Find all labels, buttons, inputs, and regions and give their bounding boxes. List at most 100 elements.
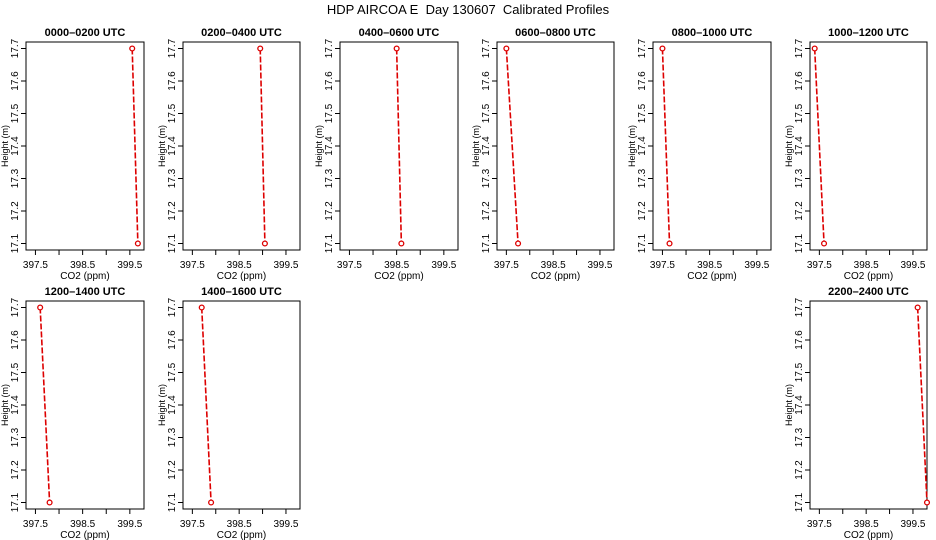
y-tick-label: 17.6	[167, 71, 178, 91]
profile-line	[259, 48, 266, 244]
profile-line	[39, 307, 51, 503]
profile-panel: 0800–1000 UTC 397.5 398.5 399.5 CO2 (ppm) 17.…	[627, 27, 772, 282]
data-point	[820, 240, 828, 247]
profile-line	[916, 307, 928, 503]
y-tick-label: 17.1	[794, 233, 805, 253]
y-tick-label: 17.3	[794, 427, 805, 447]
profile-line	[813, 48, 825, 244]
x-tick-label: 397.5	[23, 260, 48, 271]
y-tick-label: 17.2	[167, 460, 178, 480]
y-tick-label: 17.1	[324, 233, 335, 253]
y-tick-label: 17.4	[10, 395, 21, 415]
x-axis-label: CO2 (ppm)	[844, 271, 893, 282]
plot-frame	[25, 41, 145, 251]
y-tick-label: 17.2	[637, 201, 648, 221]
y-tick-label: 17.4	[794, 395, 805, 415]
y-tick-label: 17.7	[794, 297, 805, 317]
x-tick-label: 397.5	[807, 260, 832, 271]
plot-frame	[809, 41, 928, 251]
x-tick-label: 397.5	[807, 519, 832, 530]
profile-line	[131, 48, 139, 244]
y-tick-label: 17.2	[481, 201, 492, 221]
profile-line	[505, 48, 519, 244]
y-tick-label: 17.4	[10, 136, 21, 156]
y-tick-label: 17.6	[794, 330, 805, 350]
x-tick-label: 398.5	[854, 519, 879, 530]
x-axis-label: CO2 (ppm)	[60, 271, 109, 282]
y-tick-label: 17.2	[324, 201, 335, 221]
y-axis-label: Height (m)	[157, 125, 167, 167]
y-tick-label: 17.4	[167, 395, 178, 415]
data-point	[503, 45, 510, 52]
panel-title: 0800–1000 UTC	[672, 27, 753, 39]
y-tick-label: 17.4	[167, 136, 178, 156]
y-tick-label: 17.7	[10, 38, 21, 58]
plot-frame	[182, 41, 301, 251]
profile-panel: 0000–0200 UTC 397.5 398.5 399.5 CO2 (ppm) 17.…	[0, 27, 145, 282]
x-tick-label: 398.5	[854, 260, 879, 271]
y-tick-label: 17.6	[10, 330, 21, 350]
y-axis-label: Height (m)	[0, 384, 10, 426]
y-tick-label: 17.1	[637, 233, 648, 253]
plot-frame	[496, 41, 615, 251]
y-tick-label: 17.2	[10, 201, 21, 221]
y-tick-label: 17.3	[324, 168, 335, 188]
y-tick-label: 17.4	[481, 136, 492, 156]
data-point	[659, 45, 666, 52]
y-tick-label: 17.3	[167, 427, 178, 447]
y-tick-label: 17.5	[794, 362, 805, 382]
y-tick-label: 17.5	[10, 362, 21, 382]
y-axis-label: Height (m)	[471, 125, 481, 167]
data-point	[666, 240, 673, 247]
y-tick-label: 17.1	[10, 492, 21, 512]
x-tick-label: 398.5	[541, 260, 566, 271]
y-tick-label: 17.6	[481, 71, 492, 91]
x-tick-label: 399.5	[431, 260, 456, 271]
y-tick-label: 17.5	[10, 103, 21, 123]
y-axis-label: Height (m)	[627, 125, 637, 167]
y-tick-label: 17.4	[324, 136, 335, 156]
y-axis-label: Height (m)	[784, 384, 794, 426]
y-tick-label: 17.7	[794, 38, 805, 58]
x-tick-label: 398.5	[384, 260, 409, 271]
y-tick-label: 17.2	[10, 460, 21, 480]
y-tick-label: 17.5	[481, 103, 492, 123]
panel-title: 0000–0200 UTC	[45, 27, 126, 39]
x-tick-label: 399.5	[273, 260, 298, 271]
x-tick-label: 399.5	[273, 519, 298, 530]
x-tick-label: 399.5	[117, 519, 142, 530]
profile-panel: 1200–1400 UTC 397.5 398.5 399.5 CO2 (ppm) 17.…	[0, 286, 145, 540]
profile-panel: 1400–1600 UTC 397.5 398.5 399.5 CO2 (ppm) 17.…	[157, 286, 301, 540]
panel-title: 0600–0800 UTC	[515, 27, 596, 39]
y-tick-label: 17.7	[481, 38, 492, 58]
y-tick-label: 17.6	[324, 71, 335, 91]
data-point	[46, 499, 53, 506]
data-point	[393, 45, 400, 52]
y-tick-label: 17.1	[481, 233, 492, 253]
y-tick-label: 17.6	[167, 330, 178, 350]
x-tick-label: 399.5	[117, 260, 142, 271]
data-point	[37, 304, 44, 311]
y-tick-label: 17.5	[167, 362, 178, 382]
profile-panel: 0600–0800 UTC 397.5 398.5 399.5 CO2 (ppm) 17.…	[471, 27, 615, 282]
y-tick-label: 17.4	[637, 136, 648, 156]
figure-title: HDP AIRCOA E Day 130607 Calibrated Profi…	[326, 2, 610, 17]
x-axis-label: CO2 (ppm)	[531, 271, 580, 282]
y-axis-label: Height (m)	[0, 125, 10, 167]
y-tick-label: 17.1	[167, 492, 178, 512]
y-tick-label: 17.4	[794, 136, 805, 156]
y-tick-label: 17.5	[637, 103, 648, 123]
data-point	[129, 45, 136, 52]
x-axis-label: CO2 (ppm)	[60, 530, 109, 540]
y-tick-label: 17.6	[10, 71, 21, 91]
y-tick-label: 17.2	[167, 201, 178, 221]
y-tick-label: 17.3	[10, 168, 21, 188]
panel-title: 1000–1200 UTC	[828, 27, 909, 39]
data-point	[811, 45, 818, 52]
x-tick-label: 399.5	[900, 260, 925, 271]
x-tick-label: 397.5	[23, 519, 48, 530]
panel-title: 1200–1400 UTC	[45, 286, 126, 298]
y-tick-label: 17.3	[481, 168, 492, 188]
x-tick-label: 399.5	[587, 260, 612, 271]
